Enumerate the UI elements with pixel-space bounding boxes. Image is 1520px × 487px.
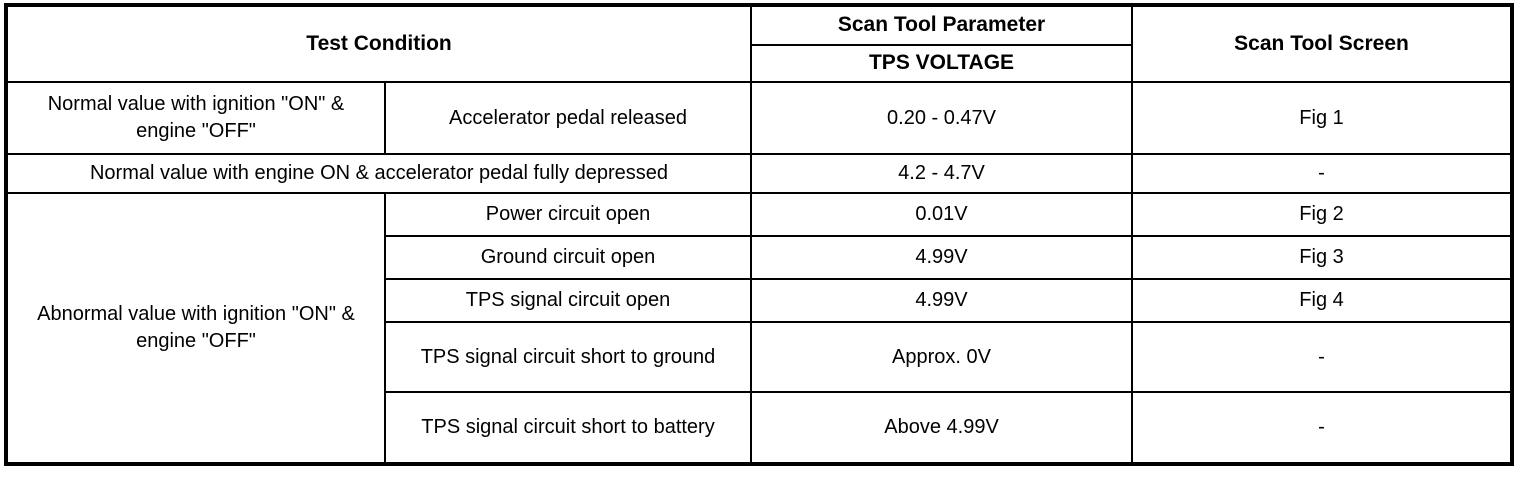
cell-screen: - — [1131, 391, 1514, 465]
header-test-condition: Test Condition — [4, 4, 753, 83]
tps-diagnostic-table: Test Condition Scan Tool Parameter Scan … — [4, 3, 1515, 466]
cell-parameter: 4.99V — [750, 278, 1134, 323]
cell-condition-group: Normal value with ignition "ON" & engine… — [5, 81, 386, 155]
cell-screen: - — [1131, 321, 1514, 393]
cell-parameter: 4.2 - 4.7V — [750, 153, 1134, 194]
cell-screen: Fig 2 — [1131, 192, 1514, 237]
cell-parameter: 4.99V — [750, 235, 1134, 280]
cell-screen: Fig 1 — [1131, 81, 1514, 155]
cell-parameter: Above 4.99V — [750, 391, 1134, 465]
condition-detail-text: TPS signal circuit short to ground — [420, 345, 716, 368]
cell-parameter: Approx. 0V — [750, 321, 1134, 393]
condition-group-text: Abnormal value with ignition "ON" & engi… — [37, 303, 355, 352]
cell-condition-detail: Ground circuit open — [383, 235, 753, 280]
cell-condition-detail: TPS signal circuit open — [383, 278, 753, 323]
table-row: Abnormal value with ignition "ON" & engi… — [5, 192, 1514, 465]
cell-screen: Fig 4 — [1131, 278, 1514, 323]
cell-condition-group: Abnormal value with ignition "ON" & engi… — [5, 192, 386, 465]
table-row: TPS signal circuit short to ground Appro… — [6, 321, 1514, 393]
cell-parameter: 0.01V — [750, 192, 1134, 237]
table-row: TPS signal circuit short to battery Abov… — [6, 391, 1514, 465]
header-scan-tool-parameter: Scan Tool Parameter — [750, 4, 1134, 46]
header-row-1: Test Condition Scan Tool Parameter Scan … — [4, 4, 1514, 83]
cell-screen: Fig 3 — [1131, 235, 1514, 280]
cell-parameter: 0.20 - 0.47V — [750, 81, 1134, 155]
table-row: Ground circuit open 4.99V Fig 3 — [6, 235, 1514, 280]
table-row: Normal value with engine ON & accelerato… — [4, 153, 1514, 194]
condition-group-text: Normal value with ignition "ON" & engine… — [47, 93, 345, 142]
cell-condition-detail: TPS signal circuit short to battery — [383, 391, 753, 465]
cell-screen: - — [1131, 153, 1514, 194]
table-row: TPS signal circuit open 4.99V Fig 4 — [6, 278, 1514, 323]
header-scan-tool-screen: Scan Tool Screen — [1131, 4, 1514, 83]
condition-detail-text: TPS signal circuit short to battery — [421, 416, 715, 438]
cell-condition-detail: Accelerator pedal released — [383, 81, 753, 155]
cell-condition-full: Normal value with engine ON & accelerato… — [4, 153, 753, 194]
header-row-2: TPS VOLTAGE — [6, 44, 1512, 83]
header-tps-voltage: TPS VOLTAGE — [750, 44, 1134, 83]
cell-condition-detail: Power circuit open — [383, 192, 753, 237]
cell-condition-detail: TPS signal circuit short to ground — [383, 321, 753, 393]
table-row: Normal value with ignition "ON" & engine… — [5, 81, 1514, 155]
